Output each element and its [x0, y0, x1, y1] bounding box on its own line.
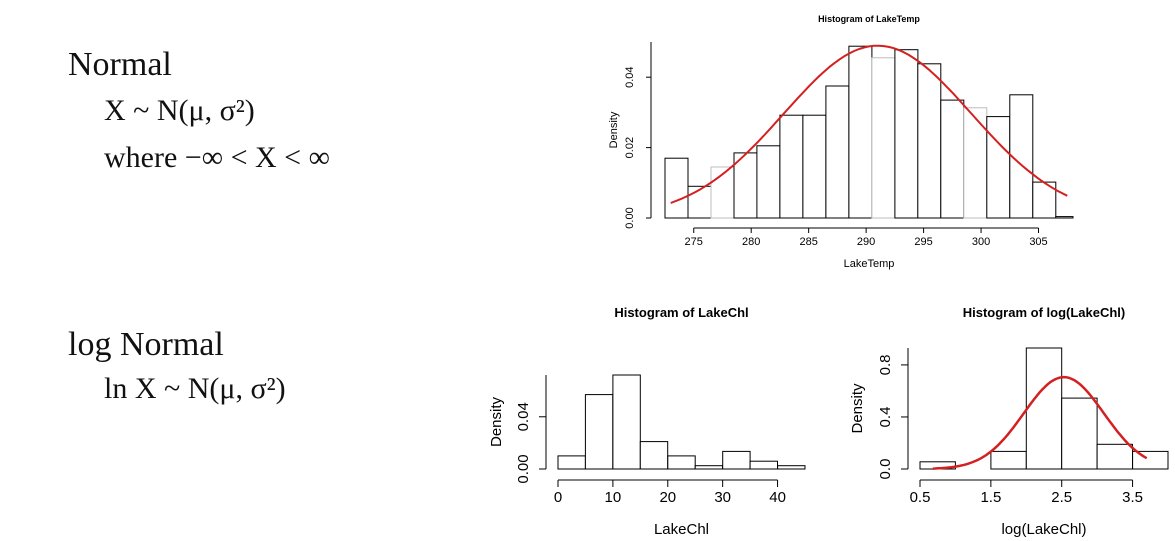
chart2-bar [694, 465, 724, 470]
normal-heading: Normal [68, 46, 172, 83]
chart1-bar [894, 49, 919, 219]
chart1-bar [1055, 216, 1074, 219]
chart1-x-tick-label: 295 [914, 236, 932, 248]
normal-formula: X ~ N(μ, σ²) [104, 94, 255, 127]
chart2-x-tick-label: 0 [554, 489, 562, 506]
normal-range: where −∞ < X < ∞ [104, 141, 330, 174]
chart1-density-curve [670, 44, 1068, 204]
chart3-x-tick-label: 1.5 [980, 489, 1001, 506]
chart3-bar [1061, 397, 1098, 470]
chart3-bar [990, 450, 1027, 470]
chart1-bar [802, 114, 827, 219]
chart3-x-tick-label: 3.5 [1122, 489, 1143, 506]
chart1-bar [664, 157, 689, 219]
chart1-y-tick-label: 0.02 [624, 137, 636, 158]
chart1-bar [917, 63, 942, 219]
chart1-x-axis-label: LakeTemp [844, 258, 895, 270]
chart3-y-tick-label: 0.4 [877, 407, 894, 428]
chart1-bar [779, 114, 804, 219]
chart2-y-axis-label: Density [488, 396, 505, 447]
lognormal-formula: ln X ~ N(μ, σ²) [104, 372, 286, 405]
chart1-x-tick-label: 280 [742, 236, 760, 248]
chart3-y-tick-label: 0.0 [877, 459, 894, 480]
chart1-x-tick-label: 305 [1029, 236, 1047, 248]
chart3-title: Histogram of log(LakeChl) [963, 305, 1126, 320]
chart3-x-axis-label: log(LakeChl) [1001, 521, 1086, 538]
chart2-x-axis-label: LakeChl [654, 521, 709, 538]
chart1-x-tick-label: 300 [972, 236, 990, 248]
chart2-x-tick-label: 40 [769, 489, 786, 506]
chart1-bar [986, 116, 1011, 219]
chart1-x-tick-label: 275 [685, 236, 703, 248]
chart1-bar [1009, 94, 1034, 219]
chart2-title: Histogram of LakeChl [614, 305, 748, 320]
chart2-x-tick-label: 30 [714, 489, 731, 506]
chart1-bar [940, 99, 965, 219]
chart2-bar [722, 450, 751, 470]
chart3-bar [1132, 450, 1169, 470]
chart1-bar [848, 45, 873, 219]
chart2-y-tick-label: 0.04 [515, 402, 532, 431]
chart1-x-tick-label: 285 [800, 236, 818, 248]
chart3-bar [1096, 443, 1133, 470]
chart1-bar [687, 185, 712, 219]
chart2-bar [584, 394, 614, 470]
chart2-y-tick-label: 0.00 [515, 454, 532, 483]
chart3-density-curve [932, 375, 1148, 470]
chart1-title: Histogram of LakeTemp [818, 14, 920, 24]
chart3-y-axis-label: Density [849, 383, 866, 434]
chart2-bar [557, 455, 586, 470]
chart1-y-axis-label: Density [608, 111, 620, 148]
chart1-y-tick-label: 0.04 [624, 66, 636, 87]
chart1-bar [871, 57, 896, 219]
chart1-x-tick-label: 290 [857, 236, 875, 248]
chart3-bar [1025, 347, 1063, 470]
chart2-bar [612, 374, 641, 470]
chart3-y-tick-label: 0.8 [877, 354, 894, 375]
chart2-bar [639, 441, 669, 470]
chart1-bar [825, 85, 850, 219]
chart1-y-tick-label: 0.00 [624, 207, 636, 228]
chart1-bar [756, 145, 781, 219]
chart2-bar [777, 465, 806, 470]
chart2-bar [667, 455, 696, 470]
chart3-x-tick-label: 2.5 [1051, 489, 1072, 506]
chart2-x-tick-label: 10 [605, 489, 622, 506]
chart2-bar [749, 460, 778, 470]
lognormal-heading: log Normal [68, 326, 224, 363]
chart1-bar [963, 107, 988, 219]
chart2-x-tick-label: 20 [659, 489, 676, 506]
chart3-x-tick-label: 0.5 [910, 489, 931, 506]
